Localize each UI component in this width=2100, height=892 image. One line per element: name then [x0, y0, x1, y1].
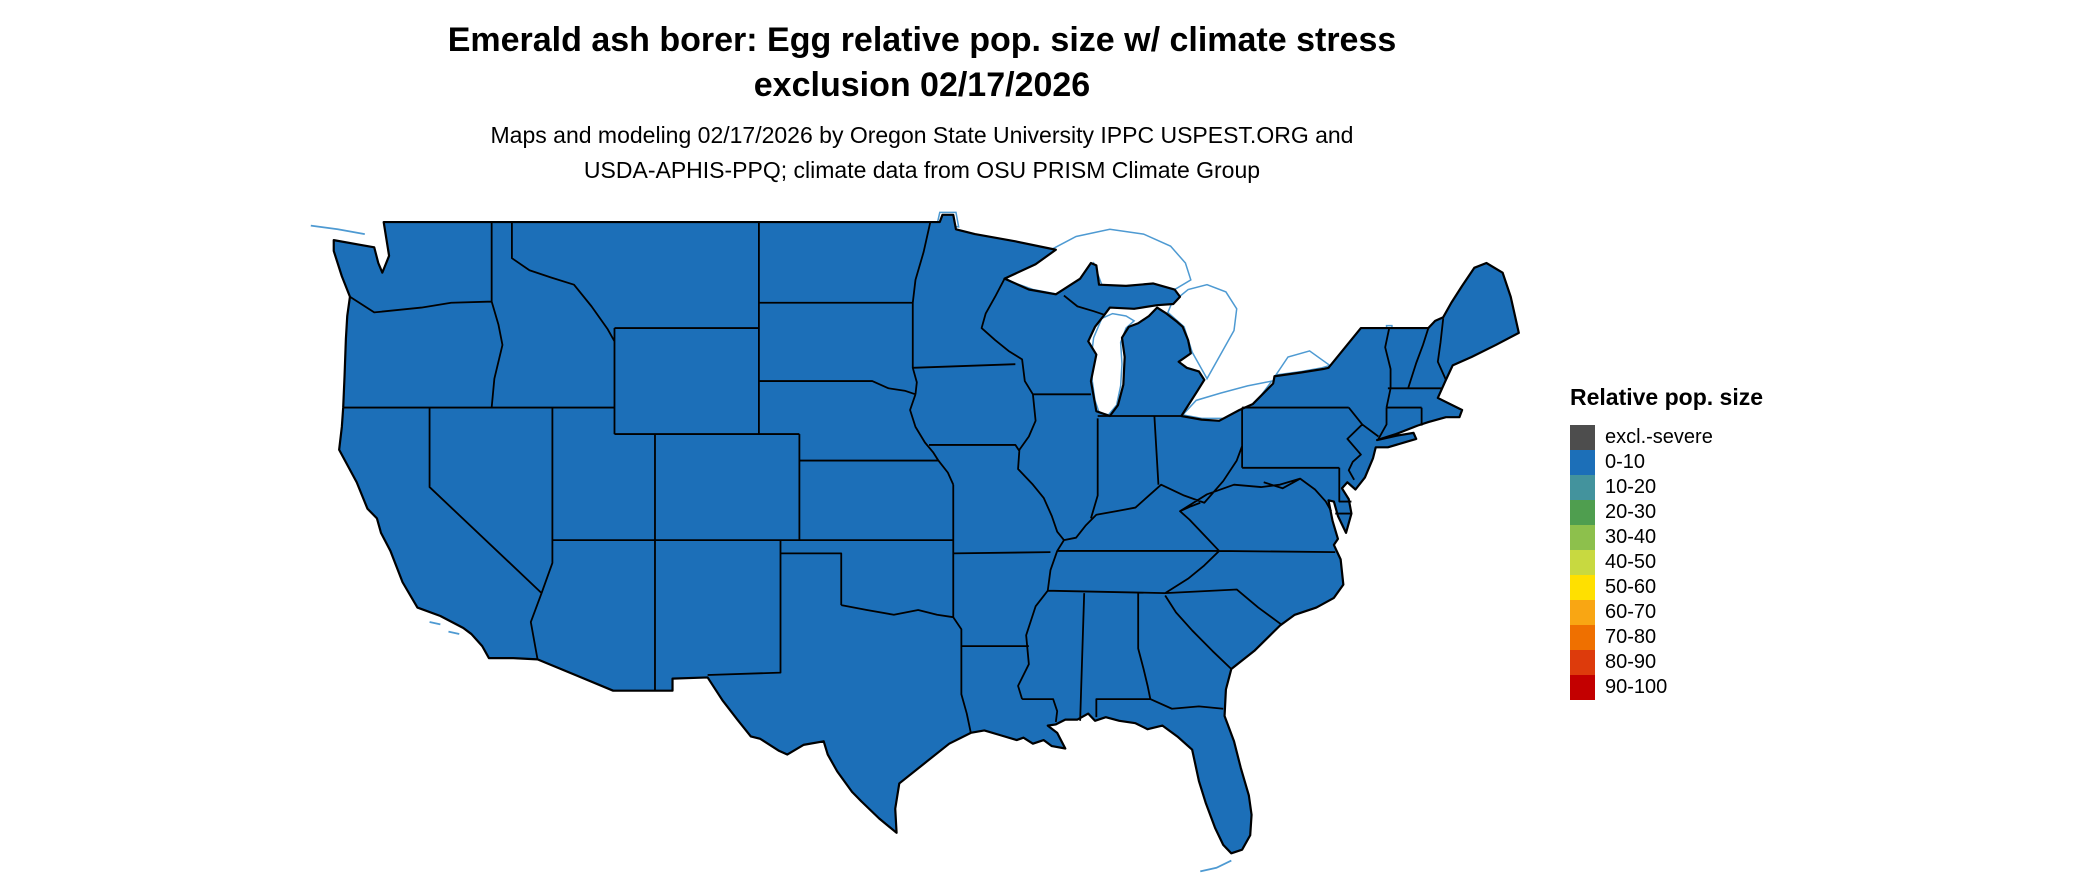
legend-label: 90-100: [1605, 676, 1668, 698]
lake-erie: [1183, 381, 1272, 418]
legend-label: 60-70: [1605, 601, 1657, 623]
legend-item: 90-100: [1570, 675, 1763, 700]
legend-item: 0-10: [1570, 450, 1763, 475]
legend-swatch: [1570, 575, 1595, 600]
legend-label: 50-60: [1605, 576, 1657, 598]
us-land: [334, 215, 1519, 853]
map-subtitle-line1: Maps and modeling 02/17/2026 by Oregon S…: [490, 122, 1354, 148]
legend-label: 80-90: [1605, 651, 1657, 673]
legend-label: 0-10: [1605, 451, 1646, 473]
state-borders: [343, 222, 1446, 733]
legend-item: 70-80: [1570, 625, 1763, 650]
legend-item: 10-20: [1570, 475, 1763, 500]
legend-item: 20-30: [1570, 500, 1763, 525]
legend: Relative pop. size excl.-severe 0-10 10-…: [1570, 384, 1763, 700]
legend-swatch: [1570, 650, 1595, 675]
legend-label: 30-40: [1605, 526, 1657, 548]
legend-swatch: [1570, 500, 1595, 525]
florida-keys: [1200, 861, 1231, 872]
legend-label: excl.-severe: [1605, 426, 1713, 448]
legend-swatch: [1570, 625, 1595, 650]
lake-huron: [1168, 285, 1237, 379]
legend-item: 80-90: [1570, 650, 1763, 675]
legend-label: 10-20: [1605, 476, 1657, 498]
legend-label: 70-80: [1605, 626, 1657, 648]
legend-item: 60-70: [1570, 600, 1763, 625]
legend-swatch: [1570, 450, 1595, 475]
legend-swatch: [1570, 675, 1595, 700]
legend-swatch: [1570, 475, 1595, 500]
map-subtitle: Maps and modeling 02/17/2026 by Oregon S…: [491, 118, 1354, 187]
legend-swatch: [1570, 550, 1595, 575]
legend-swatch: [1570, 600, 1595, 625]
legend-items: excl.-severe 0-10 10-20 20-30 30-40 40-5…: [1570, 425, 1763, 700]
map-title-line2: exclusion 02/17/2026: [753, 65, 1091, 104]
legend-item: 40-50: [1570, 550, 1763, 575]
legend-item: 30-40: [1570, 525, 1763, 550]
legend-item: excl.-severe: [1570, 425, 1763, 450]
legend-title: Relative pop. size: [1570, 384, 1764, 410]
legend-item: 50-60: [1570, 575, 1763, 600]
us-map-svg: [300, 210, 1535, 875]
legend-swatch: [1570, 525, 1595, 550]
vancouver-island-shore: [311, 226, 365, 234]
legend-label: 20-30: [1605, 501, 1657, 523]
us-map: [300, 210, 1535, 875]
legend-swatch: [1570, 425, 1595, 450]
map-subtitle-line2: USDA-APHIS-PPQ; climate data from OSU PR…: [583, 156, 1261, 183]
legend-label: 40-50: [1605, 551, 1657, 573]
channel-islands: [430, 622, 460, 634]
map-title: Emerald ash borer: Egg relative pop. siz…: [448, 18, 1397, 108]
map-title-line1: Emerald ash borer: Egg relative pop. siz…: [447, 21, 1397, 59]
coastal-water-details: [311, 226, 1232, 872]
